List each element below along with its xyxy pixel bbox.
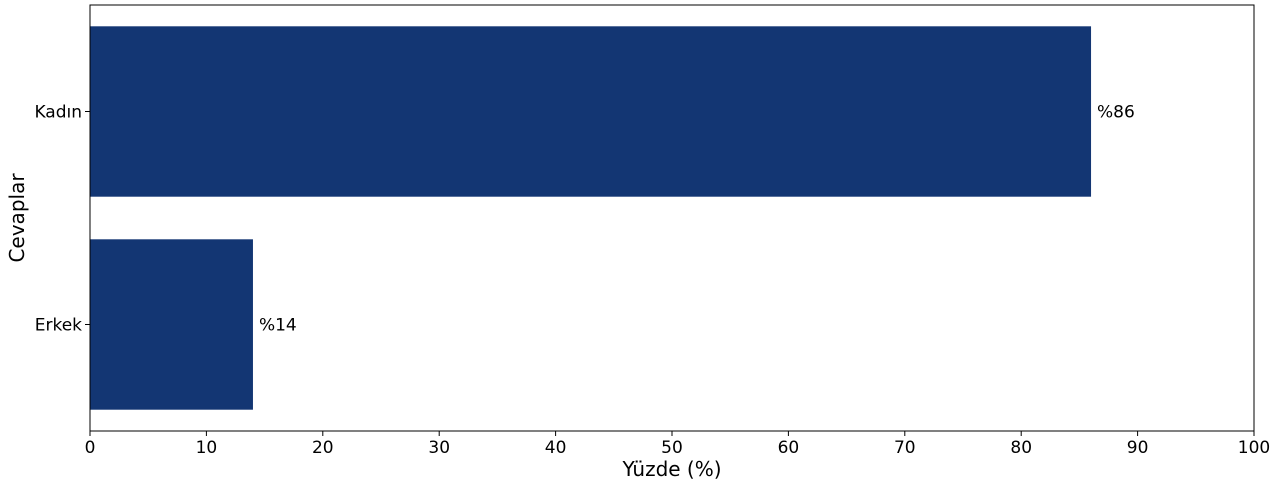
x-tick-label: 50 <box>661 438 683 458</box>
x-axis-title: Yüzde (%) <box>621 457 721 481</box>
y-tick-label: Erkek <box>35 316 82 336</box>
x-tick-label: 0 <box>85 438 96 458</box>
data-labels: %86 %14 <box>259 103 1135 336</box>
x-tick-label: 70 <box>894 438 916 458</box>
y-axis-ticks: Kadın Erkek <box>34 103 90 336</box>
y-axis-title: Cevaplar <box>5 173 29 263</box>
x-axis-ticks: 0 10 20 30 40 50 60 70 80 90 100 <box>85 431 1270 458</box>
y-tick-label: Kadın <box>34 103 82 123</box>
x-tick-label: 10 <box>196 438 218 458</box>
x-tick-label: 20 <box>312 438 334 458</box>
bar-value-label: %86 <box>1097 103 1135 123</box>
x-tick-label: 100 <box>1238 438 1270 458</box>
x-tick-label: 30 <box>428 438 450 458</box>
bars-layer <box>90 26 1092 410</box>
bar-2 <box>90 239 253 410</box>
x-tick-label: 90 <box>1127 438 1149 458</box>
bar-value-label: %14 <box>259 316 297 336</box>
x-tick-label: 60 <box>778 438 800 458</box>
x-tick-label: 40 <box>545 438 567 458</box>
bar-1 <box>90 26 1092 197</box>
x-tick-label: 80 <box>1010 438 1032 458</box>
